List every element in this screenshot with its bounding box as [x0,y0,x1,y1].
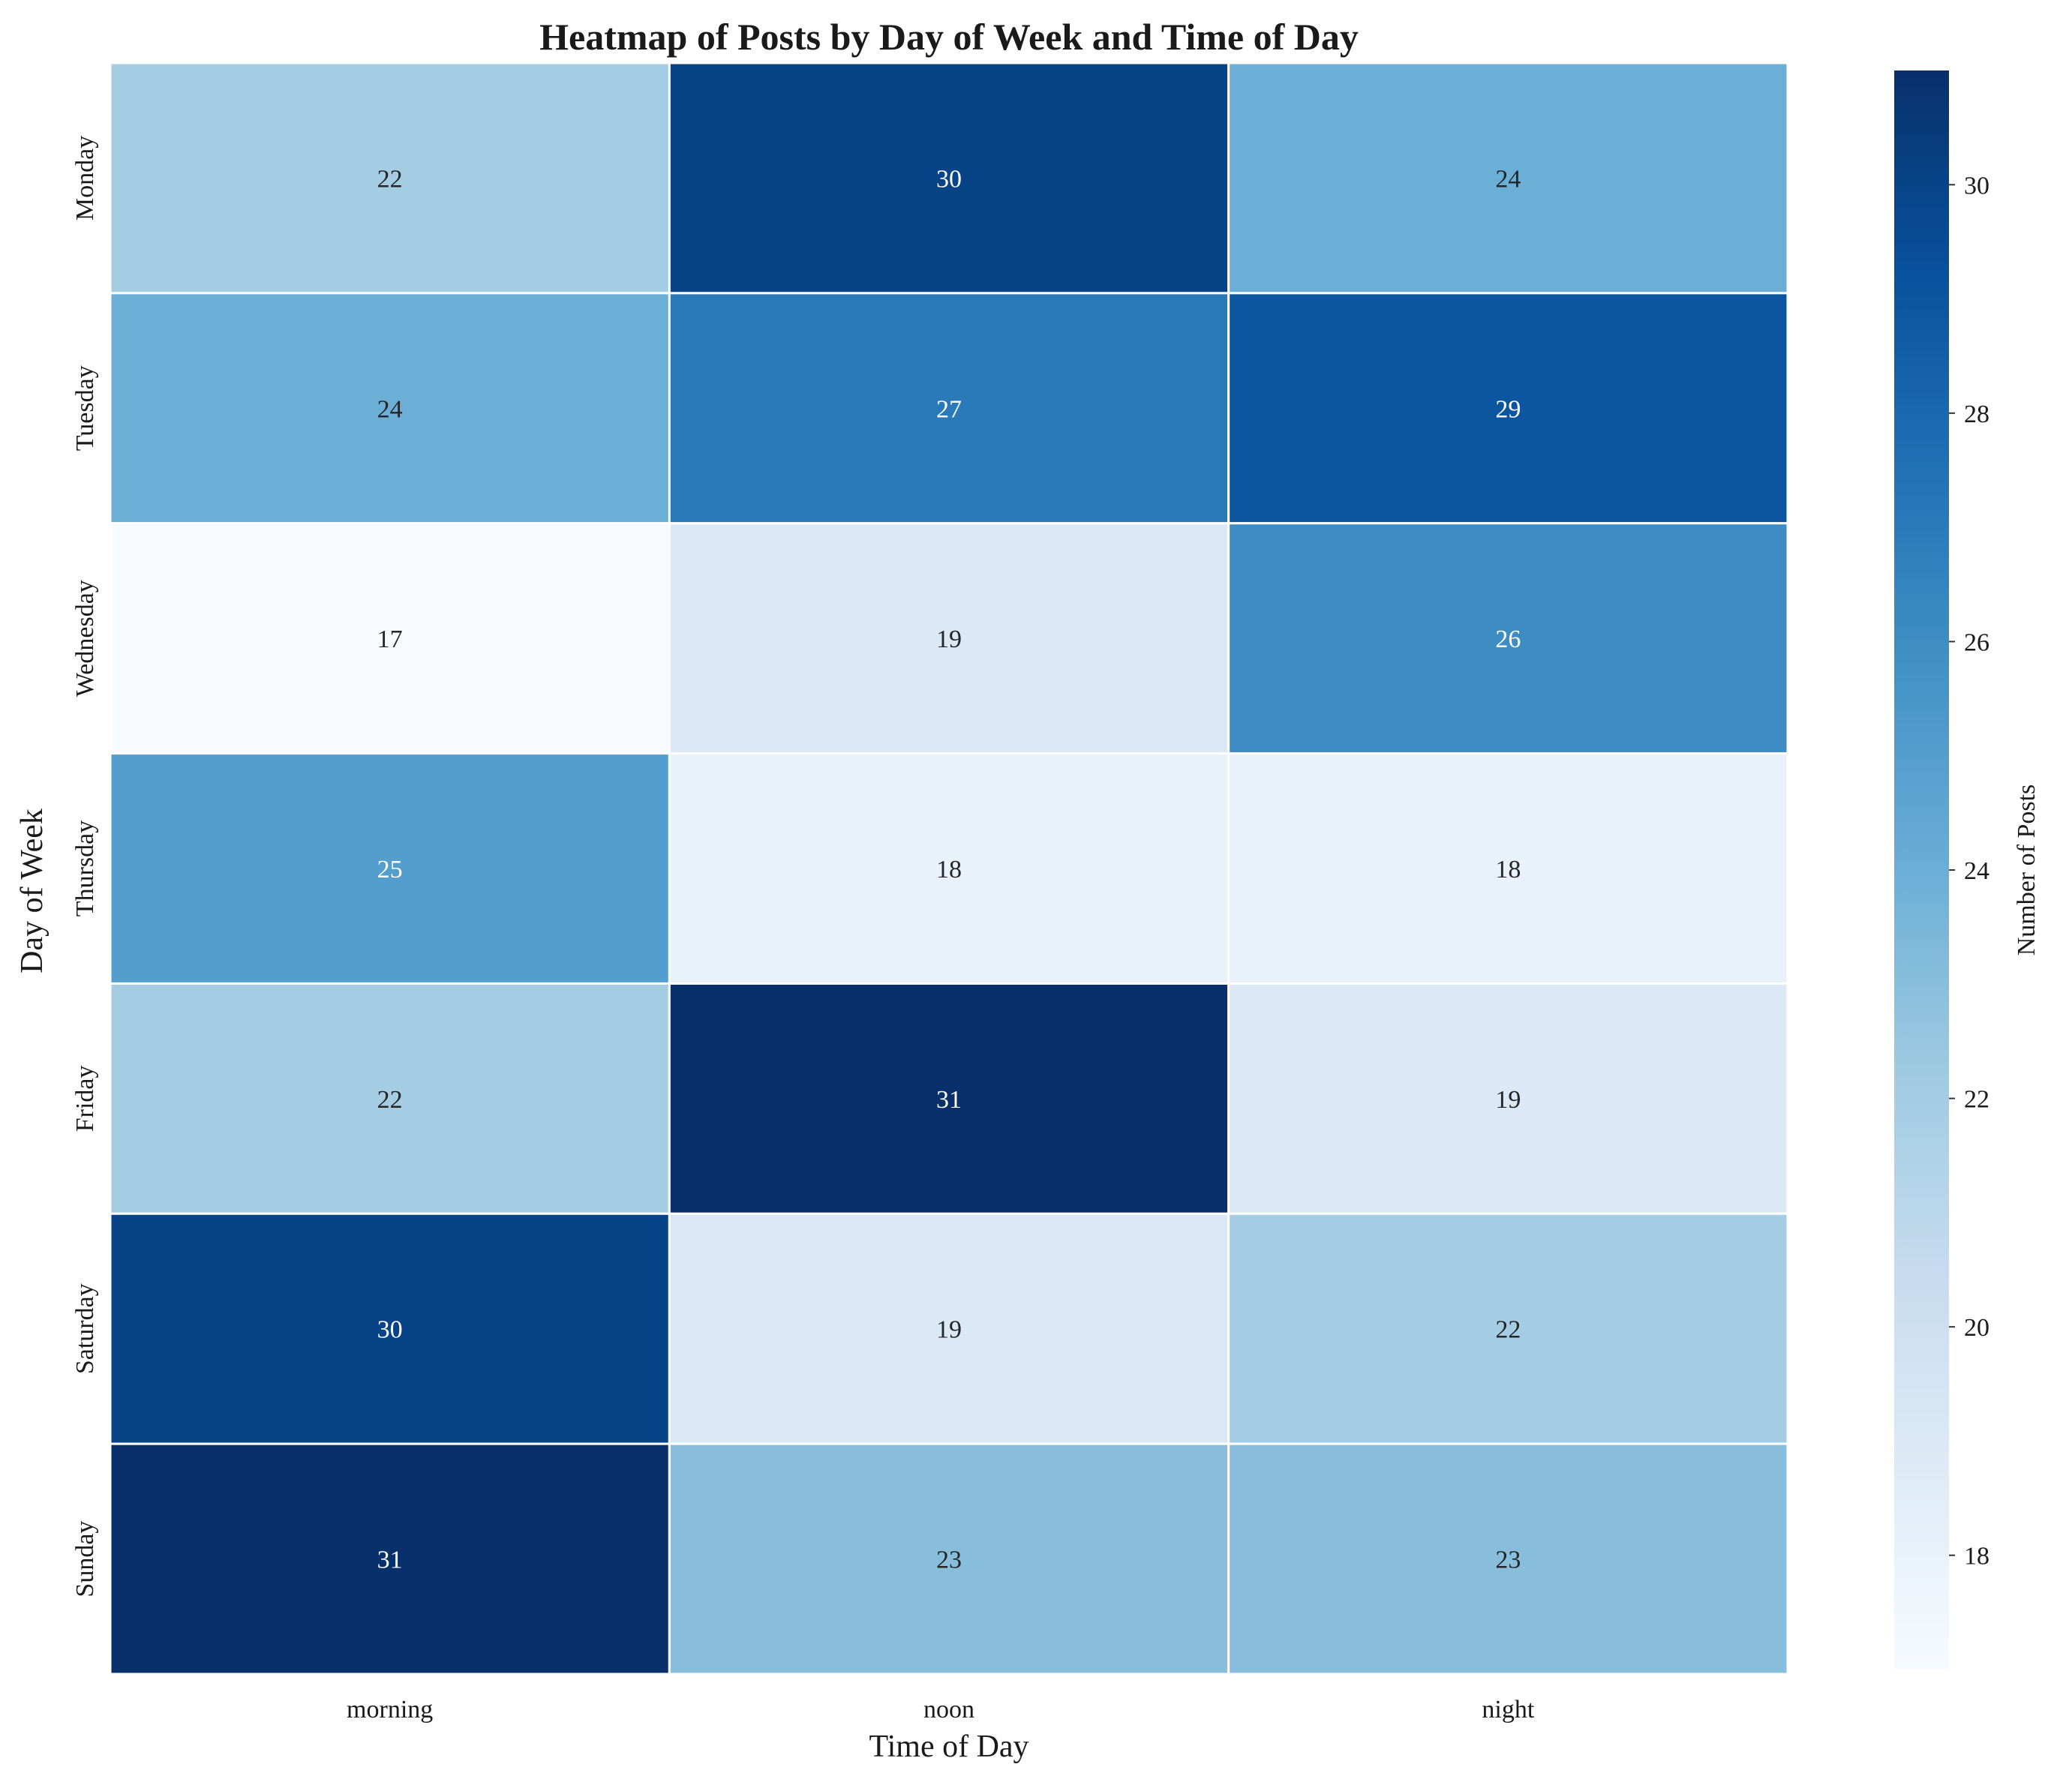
y-tick-label: Sunday [71,1521,99,1598]
cell-value-label: 26 [1495,626,1521,653]
heatmap-cells: 22 30 24 24 27 29 17 19 26 25 18 18 22 31 19 30 19 22 31 23… [109,62,1789,1676]
cell-value-label: 22 [377,1086,403,1114]
colorbar: 18 20 22 24 26 28 30 [1894,70,1989,1670]
heatmap-cell [109,522,671,755]
heatmap-cell [668,1442,1230,1676]
cell-value-label: 19 [936,626,962,653]
x-tick-label: noon [923,1696,974,1724]
heatmap-cell [1227,1442,1789,1676]
cell-value-label: 17 [377,626,403,653]
cell-value-label: 30 [377,1316,403,1344]
cell-value-label: 18 [936,856,962,884]
x-tick-label: night [1482,1696,1534,1724]
x-tick-label: morning [347,1696,433,1724]
x-tick-labels: morning noon night [347,1696,1535,1724]
cell-value-label: 31 [936,1086,962,1114]
cell-value-label: 23 [936,1546,962,1574]
cell-value-label: 22 [1495,1316,1521,1344]
cell-value-label: 29 [1495,395,1521,423]
cell-value-label: 18 [1495,856,1521,884]
cell-value-label: 24 [377,395,403,423]
colorbar-tick-label: 22 [1964,1086,1989,1114]
heatmap-cell [1227,1212,1789,1445]
y-tick-label: Monday [71,136,99,220]
y-tick-label: Tuesday [71,365,99,451]
heatmap-cell [668,982,1230,1215]
colorbar-tick-label: 26 [1964,628,1989,656]
heatmap-cell [668,1212,1230,1445]
heatmap-cell [1227,982,1789,1215]
colorbar-tick-label: 18 [1964,1543,1989,1570]
y-tick-labels: Monday Tuesday Wednesday Thursday Friday Satu… [71,136,99,1598]
heatmap-cell [1227,62,1789,295]
y-axis-label: Day of Week [15,808,50,974]
heatmap-cell [668,62,1230,295]
chart-title: Heatmap of Posts by Day of Week and Time… [539,16,1359,58]
heatmap-cell [1227,292,1789,525]
cell-value-label: 19 [1495,1086,1521,1114]
cell-value-label: 27 [936,395,962,423]
y-tick-label: Wednesday [71,580,99,697]
colorbar-tick-label: 24 [1964,857,1989,885]
colorbar-tick-label: 30 [1964,172,1989,200]
heatmap-cell [109,1442,671,1676]
cell-value-label: 30 [936,165,962,193]
heatmap-cell [1227,752,1789,985]
heatmap-cell [668,522,1230,755]
heatmap-cell [668,292,1230,525]
heatmap-cell [109,982,671,1215]
cell-value-label: 23 [1495,1546,1521,1574]
cell-value-label: 24 [1495,165,1521,193]
heatmap-cell [109,1212,671,1445]
y-tick-label: Saturday [71,1283,99,1374]
heatmap-cell [109,62,671,295]
cell-value-label: 22 [377,165,403,193]
y-tick-label: Thursday [71,820,99,916]
heatmap-cell [109,292,671,525]
colorbar-tick-label: 28 [1964,400,1989,428]
cell-value-label: 25 [377,856,403,884]
colorbar-label: Number of Posts [2013,784,2040,956]
colorbar-tick-label: 20 [1964,1314,1989,1342]
cell-value-label: 31 [377,1546,403,1574]
x-axis-label: Time of Day [869,1730,1028,1764]
colorbar-gradient [1894,70,1949,1670]
y-tick-label: Friday [71,1065,99,1132]
cell-value-label: 19 [936,1316,962,1344]
heatmap-cell [109,752,671,985]
